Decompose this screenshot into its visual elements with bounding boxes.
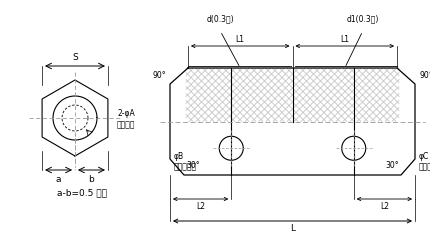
Text: a: a <box>56 175 61 184</box>
Text: 90°: 90° <box>152 72 166 80</box>
Text: L2: L2 <box>196 202 205 211</box>
Text: L: L <box>290 224 295 233</box>
Text: φB: φB <box>174 152 184 161</box>
Text: L2: L2 <box>380 202 389 211</box>
Text: S: S <box>72 53 78 62</box>
Text: d1(0.3太): d1(0.3太) <box>347 14 379 23</box>
Text: （穴面取）: （穴面取） <box>419 162 430 171</box>
Text: 30°: 30° <box>186 161 200 169</box>
Text: 2-φA: 2-φA <box>117 108 135 118</box>
Text: L1: L1 <box>236 35 245 44</box>
Text: a-b=0.5 以下: a-b=0.5 以下 <box>57 188 107 197</box>
Text: d(0.3太): d(0.3太) <box>206 14 234 23</box>
Text: φC: φC <box>419 152 429 161</box>
Bar <box>186 68 399 121</box>
Text: L1: L1 <box>340 35 349 44</box>
Text: b: b <box>89 175 94 184</box>
Text: 30°: 30° <box>385 161 399 169</box>
Text: （穴面取）: （穴面取） <box>174 162 197 171</box>
Text: （㛂通）: （㛂通） <box>117 120 135 130</box>
Text: 90°: 90° <box>419 72 430 80</box>
